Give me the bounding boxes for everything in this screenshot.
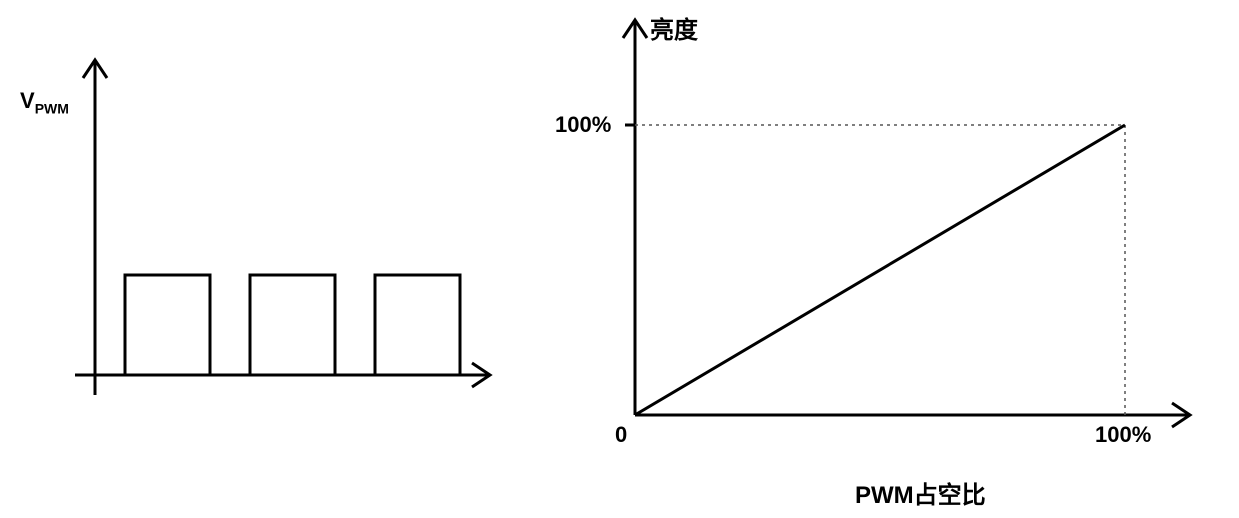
pulse-1 (125, 275, 210, 375)
left-y-label: VPWM (20, 88, 69, 116)
right-y-title: 亮度 (650, 10, 698, 45)
right-diagonal (635, 125, 1125, 415)
right-x-title: PWM占空比 (855, 475, 986, 510)
left-y-label-sub: PWM (35, 100, 69, 116)
pulse-3 (375, 275, 460, 375)
right-chart (623, 20, 1190, 427)
right-y-tick-label: 100% (555, 112, 611, 138)
left-chart (75, 60, 490, 395)
right-x-tick-label: 100% (1095, 422, 1151, 448)
right-origin-label: 0 (615, 422, 627, 448)
left-y-label-main: V (20, 88, 35, 113)
pulse-2 (250, 275, 335, 375)
